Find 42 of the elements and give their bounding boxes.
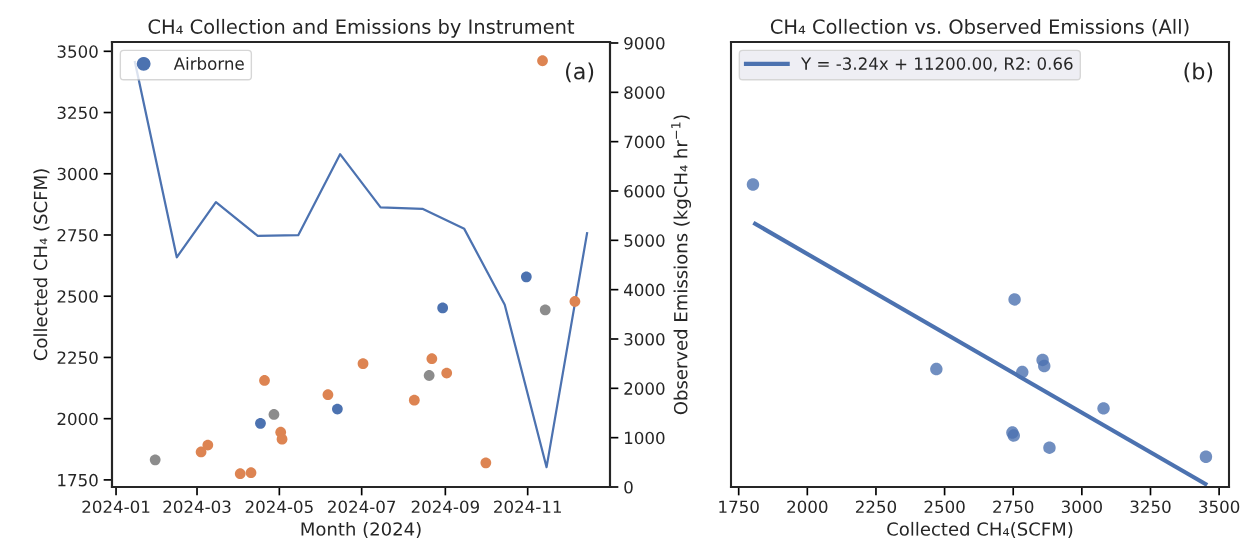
x-tick-label: 2024-11: [494, 500, 561, 514]
y-tick-label: 2000: [57, 412, 98, 426]
y2-tick-label: 4000: [624, 283, 665, 297]
x-tick-label: 2500: [924, 500, 965, 514]
y2-tick-label: 9000: [624, 36, 665, 50]
x-tick-label: 2024-09: [411, 500, 479, 514]
chart-title: CH₄ Collection and Emissions by Instrument: [148, 18, 575, 38]
x-tick-label: 2250: [855, 500, 897, 514]
y-tick-label: 3000: [57, 167, 98, 181]
x-axis-title: Collected CH₄(SCFM): [887, 521, 1073, 538]
y-tick-label: 1750: [58, 473, 98, 487]
y-axis-title: Collected CH₄ (SCFM): [33, 169, 50, 361]
y2-tick-label: 0: [624, 480, 633, 494]
y2-tick-label: 2000: [624, 382, 665, 395]
x-tick-label: 2024-03: [163, 500, 231, 514]
y2-axis-title: Observed Emissions (kgCH₄ hr$^{−1}$): [671, 115, 692, 415]
x-tick-label: 3250: [1130, 500, 1171, 514]
x-tick-label: 2024-07: [328, 500, 396, 514]
y2-tick-label: 8000: [624, 86, 665, 99]
y-tick-label: 2750: [57, 228, 98, 242]
x-tick-label: 2000: [787, 500, 828, 514]
y2-tick-label: 5000: [624, 234, 665, 247]
y2-tick-label: 1000: [625, 431, 665, 445]
x-tick-label: 2024-01: [82, 500, 150, 514]
y-tick-label: 3250: [57, 106, 98, 120]
annotation: (a): [566, 62, 594, 83]
legend-label: Y = -3.24x + 11200.00, R2: 0.66: [800, 57, 1073, 72]
y-tick-label: 2500: [57, 290, 98, 303]
x-tick-label: 2024-05: [245, 500, 313, 514]
y2-tick-label: 7000: [624, 135, 665, 149]
chart-title: CH₄ Collection vs. Observed Emissions (All): [770, 18, 1189, 37]
legend-label: Airborne: [173, 57, 244, 70]
y2-tick-label: 3000: [624, 332, 665, 346]
x-axis-title: Month (2024): [301, 521, 421, 538]
x-tick-label: 1750: [719, 500, 759, 514]
y-tick-label: 2250: [57, 351, 98, 365]
x-tick-label: 3500: [1199, 500, 1240, 514]
text: (b): [1184, 62, 1213, 83]
x-tick-label: 3000: [1061, 500, 1102, 514]
x-tick-label: 2750: [993, 500, 1034, 514]
y2-tick-label: 6000: [624, 184, 665, 198]
y-tick-label: 3500: [57, 45, 98, 58]
